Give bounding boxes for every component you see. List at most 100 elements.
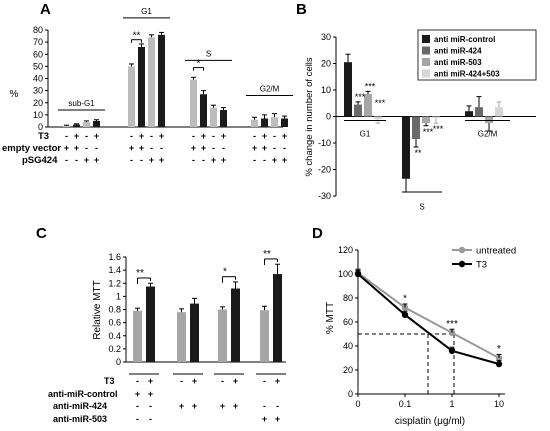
- series-line-T3: [357, 273, 500, 365]
- bar: [344, 62, 352, 117]
- group-label: S: [206, 49, 211, 58]
- condition-sign: +: [192, 401, 197, 411]
- condition-sign: +: [159, 131, 164, 141]
- condition-sign: +: [201, 131, 206, 141]
- y-axis-label: % MTT: [325, 302, 336, 334]
- y-axis-label: %: [10, 89, 19, 100]
- condition-sign: -: [253, 131, 256, 141]
- condition-sign: -: [75, 155, 78, 165]
- condition-sign: -: [130, 131, 133, 141]
- legend-marker: [458, 246, 466, 254]
- panel-label-d: D: [312, 225, 323, 242]
- bar: [73, 124, 80, 127]
- panel-d-chart: 0 20 40 60 80 100 120 0 0.1 1 10 % MTT cisplatin (μg…: [325, 245, 516, 427]
- condition-sign: +: [272, 155, 277, 165]
- condition-sign: +: [139, 131, 144, 141]
- bar: [148, 37, 155, 127]
- bar: [432, 116, 440, 118]
- condition-sign: +: [220, 401, 225, 411]
- condition-sign: -: [160, 143, 163, 153]
- y-tick-label: 100: [338, 269, 353, 279]
- significance-mark: ***: [433, 124, 444, 134]
- condition-sign: +: [84, 155, 89, 165]
- condition-sign: -: [136, 401, 139, 411]
- condition-sign: +: [233, 401, 238, 411]
- y-tick-label: 1.2: [108, 278, 121, 288]
- bar: [260, 310, 269, 362]
- legend-swatch: [422, 35, 430, 43]
- bar: [364, 93, 372, 117]
- condition-sign: -: [136, 414, 139, 424]
- condition-sign: -: [263, 155, 266, 165]
- condition-sign: -: [192, 131, 195, 141]
- y-tick-label: -20: [318, 165, 331, 175]
- condition-row-label: T3: [38, 131, 49, 142]
- condition-sign: -: [180, 376, 183, 386]
- condition-sign: +: [275, 376, 280, 386]
- significance-mark: **: [414, 148, 422, 158]
- bar: [402, 116, 410, 179]
- condition-sign: -: [150, 143, 153, 153]
- bar: [495, 107, 503, 117]
- y-tick-label: 20: [343, 365, 353, 375]
- panel-label-c: C: [36, 225, 47, 242]
- condition-sign: +: [74, 143, 79, 153]
- bar: [190, 79, 197, 127]
- x-tick-label: 10: [494, 399, 504, 409]
- y-tick-label: 20: [321, 59, 331, 69]
- legend-swatch: [422, 46, 430, 55]
- bar: [210, 107, 217, 127]
- condition-sign: +: [74, 131, 79, 141]
- condition-row-label: pSG424: [22, 155, 58, 166]
- condition-sign: -: [95, 143, 98, 153]
- bar: [251, 119, 258, 127]
- bar: [133, 310, 142, 362]
- condition-sign: -: [85, 131, 88, 141]
- bar: [128, 66, 135, 127]
- significance-mark: ***: [375, 98, 386, 108]
- bar: [281, 118, 288, 127]
- y-axis-label: Relative MTT: [92, 280, 103, 339]
- significance-mark: **: [133, 31, 141, 42]
- significance-mark: *: [197, 59, 201, 70]
- bar: [83, 122, 90, 127]
- series-line-untreated: [357, 271, 500, 359]
- y-tick-label: 0: [38, 122, 43, 132]
- condition-sign: +: [179, 401, 184, 411]
- legend-marker: [458, 260, 466, 268]
- bar: [218, 309, 227, 362]
- condition-row-label: anti-miR-424: [53, 401, 107, 411]
- significance-mark: *: [497, 344, 501, 355]
- bar: [190, 303, 199, 362]
- significance-mark: ***: [423, 127, 434, 137]
- condition-sign: +: [94, 131, 99, 141]
- bar: [485, 116, 493, 124]
- panel-label-b: B: [296, 1, 307, 18]
- x-tick-label: 0.1: [399, 399, 412, 409]
- condition-sign: +: [282, 155, 287, 165]
- y-tick-label: 70: [33, 37, 43, 47]
- y-tick-label: 0: [116, 357, 121, 367]
- group-label: G2/M: [260, 84, 280, 93]
- condition-sign: -: [149, 414, 152, 424]
- legend-swatch: [422, 58, 430, 66]
- condition-sign: -: [85, 143, 88, 153]
- condition-sign: -: [212, 131, 215, 141]
- bar: [354, 104, 362, 117]
- x-tick-label: 0: [355, 399, 360, 409]
- condition-sign: +: [252, 143, 257, 153]
- y-tick-label: 60: [33, 49, 43, 59]
- panel-b-chart: 30 20 10 0 -10 -20 -30 % change in number of ce…: [304, 29, 537, 211]
- y-tick-label: 10: [321, 85, 331, 95]
- condition-row-label: empty vector: [2, 143, 61, 154]
- condition-sign: +: [159, 155, 164, 165]
- condition-row-label: anti-miR-control: [48, 389, 118, 399]
- condition-sign: -: [263, 376, 266, 386]
- condition-sign: +: [149, 155, 154, 165]
- condition-sign: -: [202, 155, 205, 165]
- condition-sign: +: [262, 131, 267, 141]
- condition-sign: +: [94, 155, 99, 165]
- bar: [146, 286, 155, 362]
- bar: [273, 274, 282, 362]
- condition-sign: +: [191, 143, 196, 153]
